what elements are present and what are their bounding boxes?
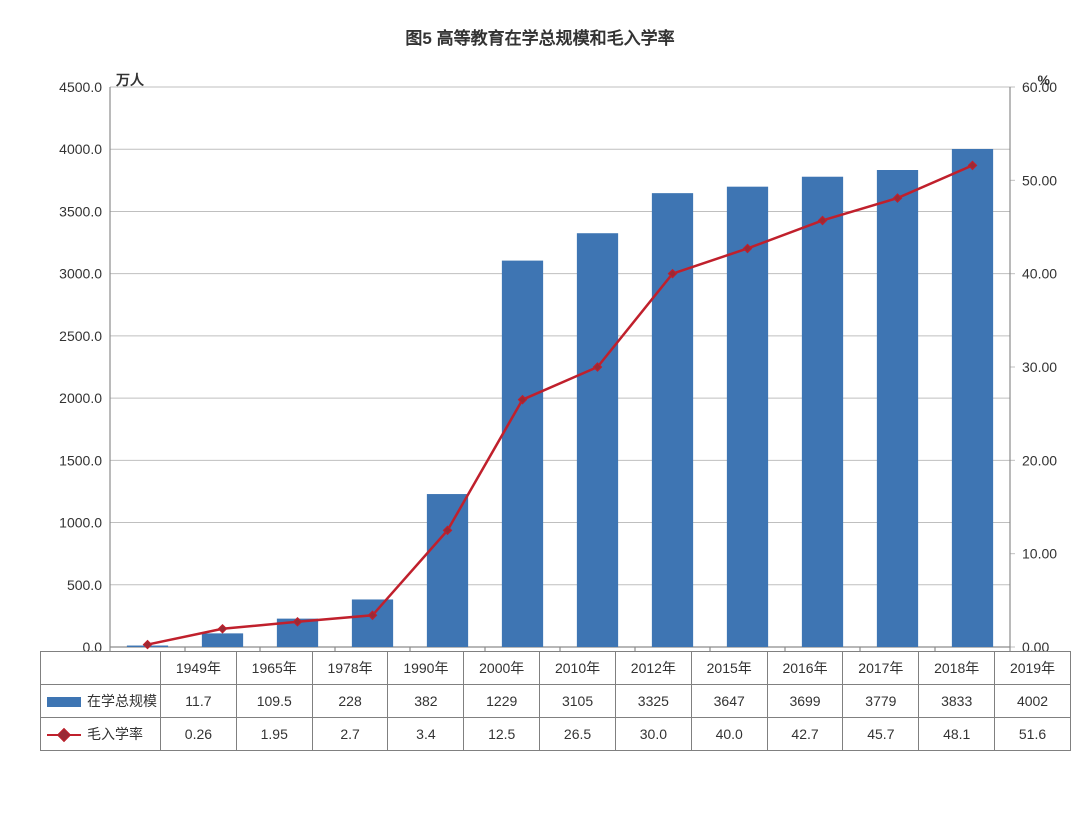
table-bar-cell: 3105	[540, 685, 616, 718]
y-right-tick-label: 0.00	[1022, 639, 1049, 651]
legend-bar-icon	[47, 697, 81, 707]
table-row-bar-series: 在学总规模11.7109.522838212293105332536473699…	[41, 685, 1071, 718]
bar	[652, 193, 693, 647]
y-right-unit-label: %	[1038, 72, 1051, 88]
chart-container: 0.0 500.0 1000.0 1500.0 2000.0 2500.0 3000.0 35…	[40, 67, 1040, 751]
table-line-cell: 48.1	[919, 718, 995, 751]
y-left-tick-label: 0.0	[83, 639, 103, 651]
table-line-cell: 40.0	[691, 718, 767, 751]
table-category-cell: 1965年	[236, 652, 312, 685]
table-line-cell: 42.7	[767, 718, 843, 751]
table-bar-cell: 3833	[919, 685, 995, 718]
table-category-cell: 2012年	[615, 652, 691, 685]
data-table: 1949年1965年1978年1990年2000年2010年2012年2015年…	[40, 651, 1071, 751]
bar	[502, 261, 543, 647]
line-series	[148, 165, 973, 644]
y-left-tick-label: 500.0	[67, 577, 102, 593]
table-line-cell: 30.0	[615, 718, 691, 751]
table-bar-cell: 228	[312, 685, 388, 718]
table-line-cell: 2.7	[312, 718, 388, 751]
bar	[877, 170, 918, 647]
table-line-cell: 12.5	[464, 718, 540, 751]
table-category-cell: 1990年	[388, 652, 464, 685]
table-bar-cell: 3779	[843, 685, 919, 718]
table-category-cell: 2019年	[995, 652, 1071, 685]
bar	[577, 233, 618, 647]
y-left-tick-label: 1500.0	[59, 452, 102, 468]
table-row-categories: 1949年1965年1978年1990年2000年2010年2012年2015年…	[41, 652, 1071, 685]
bar	[952, 149, 993, 647]
table-bar-cell: 11.7	[161, 685, 237, 718]
y-right-tick-label: 30.00	[1022, 359, 1057, 375]
table-bar-cell: 1229	[464, 685, 540, 718]
chart-title: 图5 高等教育在学总规模和毛入学率	[0, 0, 1080, 49]
table-line-cell: 45.7	[843, 718, 919, 751]
bar	[202, 633, 243, 647]
legend-line-icon	[47, 729, 81, 741]
y-left-tick-label: 2500.0	[59, 328, 102, 344]
table-category-cell: 2000年	[464, 652, 540, 685]
chart-svg: 0.0 500.0 1000.0 1500.0 2000.0 2500.0 3000.0 35…	[40, 67, 1070, 651]
table-row-line-series: 毛入学率 0.261.952.73.412.526.530.040.042.745…	[41, 718, 1071, 751]
bar	[352, 599, 393, 647]
legend-bar-label: 在学总规模	[87, 693, 157, 709]
table-category-cell: 2017年	[843, 652, 919, 685]
legend-line-label: 毛入学率	[87, 726, 143, 742]
y-left-tick-label: 1000.0	[59, 515, 102, 531]
table-bar-cell: 3699	[767, 685, 843, 718]
table-line-cell: 51.6	[995, 718, 1071, 751]
y-left-tick-label: 3000.0	[59, 266, 102, 282]
y-left-tick-label: 4500.0	[59, 79, 102, 95]
y-right-tick-label: 20.00	[1022, 452, 1057, 468]
table-category-cell: 2010年	[540, 652, 616, 685]
table-category-cell: 1949年	[161, 652, 237, 685]
table-line-cell: 26.5	[540, 718, 616, 751]
table-category-cell: 2016年	[767, 652, 843, 685]
table-bar-cell: 3325	[615, 685, 691, 718]
y-right-tick-label: 50.00	[1022, 172, 1057, 188]
table-bar-cell: 3647	[691, 685, 767, 718]
table-line-cell: 0.26	[161, 718, 237, 751]
y-left-tick-label: 4000.0	[59, 141, 102, 157]
table-row-head-bar: 在学总规模	[41, 685, 161, 718]
table-corner-cell	[41, 652, 161, 685]
table-category-cell: 2018年	[919, 652, 995, 685]
bar	[427, 494, 468, 647]
table-bar-cell: 109.5	[236, 685, 312, 718]
bar	[727, 187, 768, 647]
table-category-cell: 2015年	[691, 652, 767, 685]
y-right-tick-label: 40.00	[1022, 266, 1057, 282]
line-marker	[219, 625, 227, 633]
y-left-tick-label: 2000.0	[59, 390, 102, 406]
y-right-tick-label: 10.00	[1022, 546, 1057, 562]
table-bar-cell: 4002	[995, 685, 1071, 718]
table-line-cell: 1.95	[236, 718, 312, 751]
table-bar-cell: 382	[388, 685, 464, 718]
y-left-tick-label: 3500.0	[59, 203, 102, 219]
y-left-unit-label: 万人	[115, 72, 145, 88]
table-line-cell: 3.4	[388, 718, 464, 751]
bar	[802, 177, 843, 647]
table-category-cell: 1978年	[312, 652, 388, 685]
table-row-head-line: 毛入学率	[41, 718, 161, 751]
